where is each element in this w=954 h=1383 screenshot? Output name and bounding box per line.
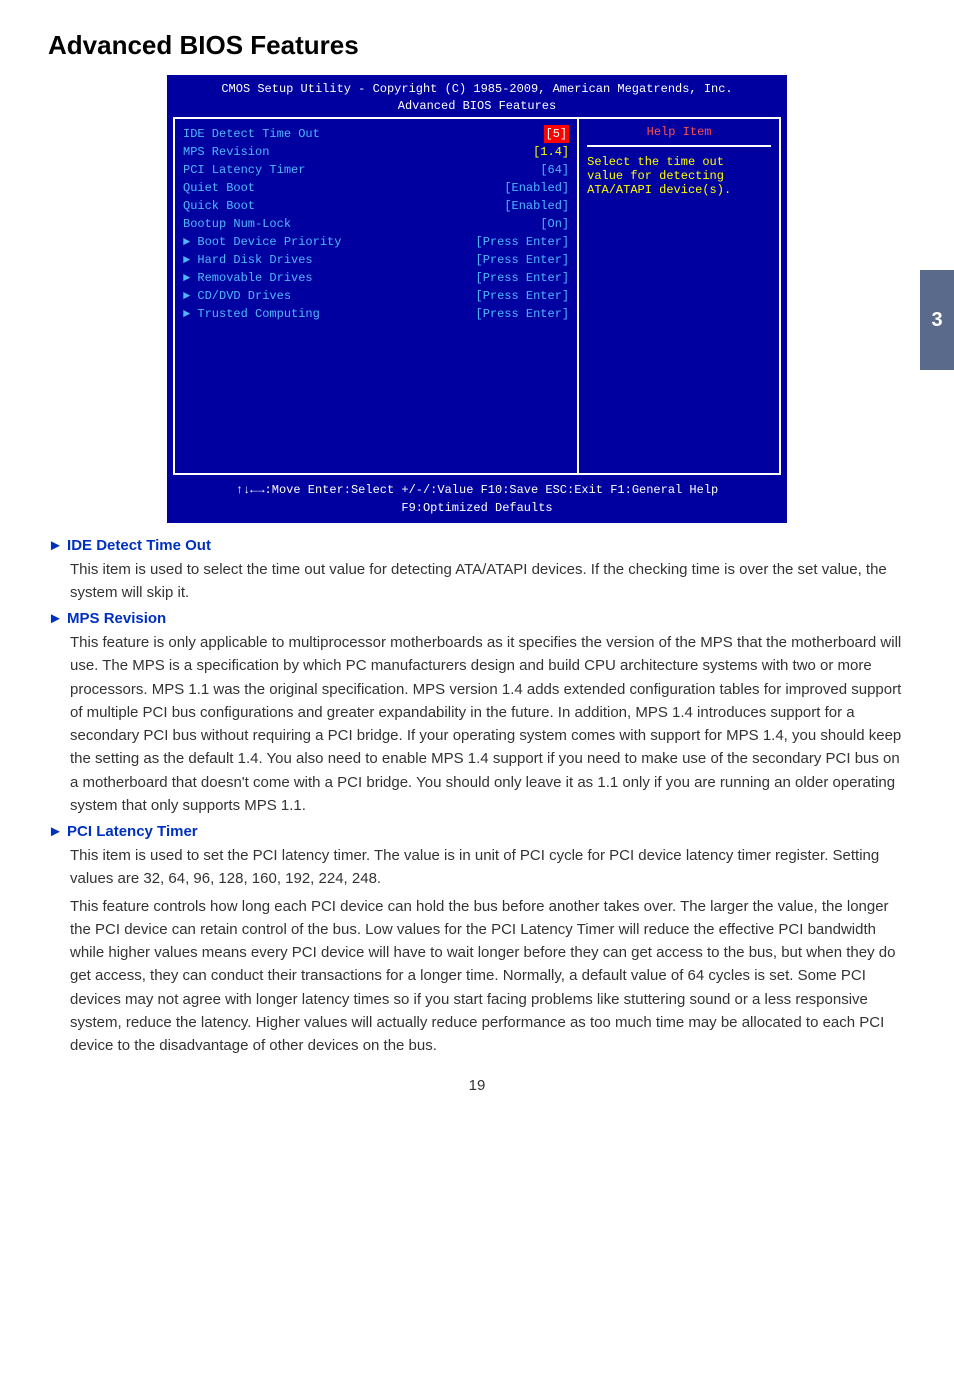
bios-row-value: [64] [540, 161, 569, 179]
bios-row-value: [Enabled] [504, 197, 569, 215]
bios-row-value: [Press Enter] [476, 233, 570, 251]
body-text: This feature is only applicable to multi… [70, 631, 906, 817]
bios-help-panel: Help Item Select the time out value for … [579, 119, 779, 473]
bios-row-label: IDE Detect Time Out [183, 125, 320, 143]
bios-row: ► CD/DVD Drives [Press Enter] [183, 287, 569, 305]
body-text: This item is used to set the PCI latency… [70, 844, 906, 891]
bios-row: ► Boot Device Priority [Press Enter] [183, 233, 569, 251]
bios-row-value: [Press Enter] [476, 269, 570, 287]
body-text: This feature controls how long each PCI … [70, 895, 906, 1058]
page-number: 19 [48, 1077, 906, 1094]
bios-row-label: Quick Boot [183, 197, 255, 215]
bios-row-label: Bootup Num-Lock [183, 215, 291, 233]
bios-row-label: ► Trusted Computing [183, 305, 320, 323]
bios-row-label: MPS Revision [183, 143, 269, 161]
side-tab: 3 [920, 270, 954, 370]
bios-left-panel: IDE Detect Time Out[5]MPS Revision[1.4]P… [175, 119, 579, 473]
bios-row-value: [Press Enter] [476, 251, 570, 269]
bios-body: IDE Detect Time Out[5]MPS Revision[1.4]P… [173, 117, 781, 475]
bios-screen: CMOS Setup Utility - Copyright (C) 1985-… [167, 75, 787, 523]
bios-row-label: ► CD/DVD Drives [183, 287, 291, 305]
bios-row: Bootup Num-Lock [On] [183, 215, 569, 233]
bios-footer-line1: ↑↓←→:Move Enter:Select +/-/:Value F10:Sa… [167, 481, 787, 499]
bios-row-label: Quiet Boot [183, 179, 255, 197]
bios-help-title: Help Item [587, 125, 771, 147]
bios-header-line1: CMOS Setup Utility - Copyright (C) 1985-… [167, 81, 787, 98]
bios-row-label: PCI Latency Timer [183, 161, 305, 179]
bios-row-label: ► Hard Disk Drives [183, 251, 313, 269]
body-text: This item is used to select the time out… [70, 558, 906, 605]
bios-row-value: [Press Enter] [476, 287, 570, 305]
bios-header-line2: Advanced BIOS Features [167, 98, 787, 115]
bios-row: Quick Boot [Enabled] [183, 197, 569, 215]
section-heading: ► PCI Latency Timer [48, 823, 906, 840]
bios-footer-line2: F9:Optimized Defaults [167, 499, 787, 517]
bios-header: CMOS Setup Utility - Copyright (C) 1985-… [167, 75, 787, 117]
bios-row-label: ► Removable Drives [183, 269, 313, 287]
bios-row: PCI Latency Timer [64] [183, 161, 569, 179]
bios-row: ► Hard Disk Drives [Press Enter] [183, 251, 569, 269]
bios-row: IDE Detect Time Out [5] [183, 125, 569, 143]
section-heading: ► IDE Detect Time Out [48, 537, 906, 554]
bios-row: Quiet Boot [Enabled] [183, 179, 569, 197]
bios-row-value: [On] [540, 215, 569, 233]
bios-row-value: [Enabled] [504, 179, 569, 197]
section-heading: ► MPS Revision [48, 610, 906, 627]
bios-row: ► Trusted Computing [Press Enter] [183, 305, 569, 323]
bios-row-value: [Press Enter] [476, 305, 570, 323]
page-title: Advanced BIOS Features [48, 30, 906, 61]
bios-row-value: [1.4] [533, 143, 569, 161]
bios-row-label: ► Boot Device Priority [183, 233, 341, 251]
bios-help-text: Select the time out value for detecting … [587, 155, 771, 197]
bios-row: MPS Revision [1.4] [183, 143, 569, 161]
bios-footer: ↑↓←→:Move Enter:Select +/-/:Value F10:Sa… [167, 475, 787, 523]
bios-row: ► Removable Drives [Press Enter] [183, 269, 569, 287]
bios-row-value: [5] [544, 125, 570, 143]
